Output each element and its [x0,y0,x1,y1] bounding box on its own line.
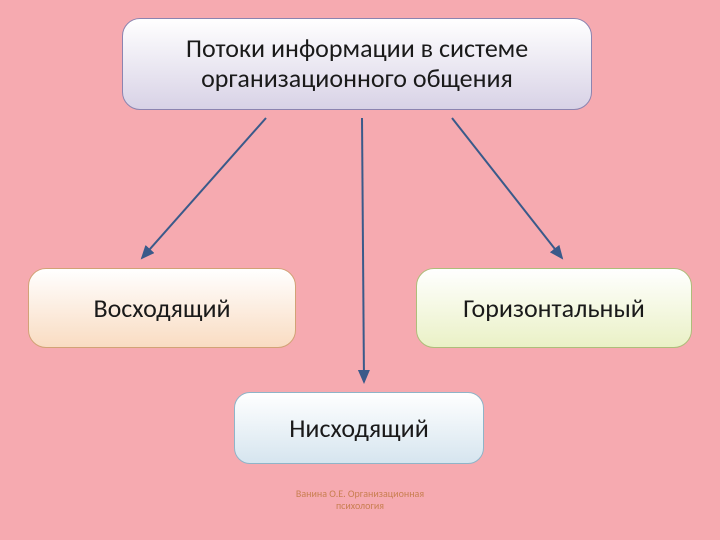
slide: Потоки информации в системе организацион… [0,0,720,540]
left-node: Восходящий [28,268,296,348]
right-text: Горизонтальный [455,292,653,324]
left-text: Восходящий [85,292,238,324]
bottom-text: Нисходящий [281,412,437,444]
footer-credit: Ванина О.Е. Организационная психология [260,488,460,512]
title-text: Потоки информации в системе организацион… [123,34,591,94]
arrow-left [142,118,266,258]
footer-line2: психология [260,500,460,512]
right-node: Горизонтальный [416,268,692,348]
bottom-node: Нисходящий [234,392,484,464]
arrow-right [452,118,562,258]
arrow-center [362,118,364,382]
title-node: Потоки информации в системе организацион… [122,18,592,110]
